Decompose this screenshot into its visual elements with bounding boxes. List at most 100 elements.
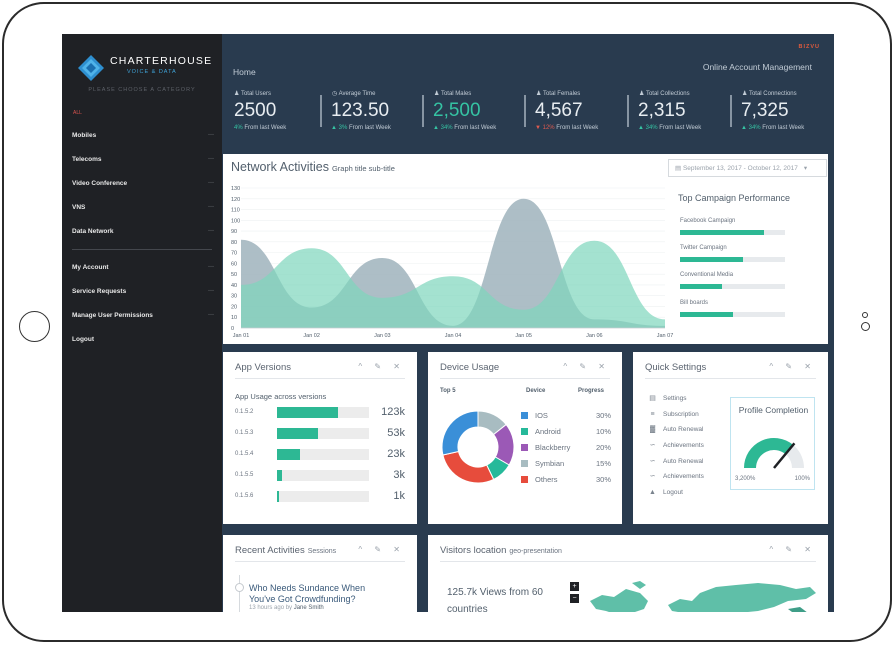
panel-divider — [440, 378, 610, 379]
network-area-chart: 0 10 20 30 40 50 60 70 80 90 100 110 120 130 Jan 01 Jan… — [231, 186, 674, 339]
campaign-bar — [680, 257, 743, 262]
stat-value: 2,315 — [638, 100, 686, 121]
legend-swatch — [521, 412, 528, 419]
profile-completion-card: Profile Completion 3,200% 100% — [730, 397, 815, 490]
campaign-bar — [680, 230, 764, 235]
stat-value: 2500 — [234, 100, 277, 121]
version-bar — [277, 470, 282, 481]
line-chart-icon: ∽ — [649, 457, 656, 465]
stat-change: ▲ 34% From last Week — [741, 125, 805, 131]
device-row: Others 30% — [521, 475, 611, 485]
panel-divider — [235, 378, 405, 379]
quick-setting-subscription[interactable]: ≡ Subscription — [650, 410, 699, 418]
sidebar-item-telecoms[interactable]: Telecoms — — [72, 152, 214, 166]
brand-logo[interactable]: CHARTERHOUSE VOICE & DATA — [78, 52, 218, 82]
chevron-icon: — — [208, 312, 214, 318]
stat-label: ♟ Total Connections — [742, 91, 797, 97]
stat-total-males: ♟ Total Males 2,500 ▲ 34% From last Week — [422, 90, 518, 135]
sidebar-item-vns[interactable]: VNS — — [72, 200, 214, 214]
campaign-track — [680, 230, 785, 235]
map-region-islands — [788, 607, 807, 612]
stat-value: 2,500 — [433, 100, 481, 121]
panel-tools[interactable]: ^ ✎ ✕ — [358, 362, 405, 371]
quick-setting-achievements-2[interactable]: ∽ Achievements — [649, 472, 704, 480]
panel-tools[interactable]: ^ ✎ ✕ — [769, 545, 816, 554]
gauge-needle — [773, 442, 796, 469]
panel-tools[interactable]: ^ ✎ ✕ — [769, 362, 816, 371]
zoom-out-button[interactable]: − — [570, 594, 579, 603]
all-filter[interactable]: ALL — [73, 110, 82, 116]
brand-tagline: VOICE & DATA — [127, 69, 177, 75]
x-tick-label: Jan 03 — [374, 333, 391, 339]
activity-title[interactable]: Who Needs Sundance When You've Got Crowd… — [249, 583, 366, 604]
stat-change: ▼ 12% From last Week — [535, 125, 599, 131]
zoom-in-button[interactable]: + — [570, 582, 579, 591]
version-bar — [277, 491, 279, 502]
x-tick-label: Jan 07 — [657, 333, 674, 339]
sidebar-item-label: Data Network — [72, 227, 114, 235]
y-tick-label: 10 — [231, 315, 237, 321]
panel-title: Device Usage — [440, 362, 500, 373]
device-usage-panel: Device Usage ^ ✎ ✕ Top 5 Device Progress… — [428, 352, 622, 524]
stat-value: 123.50 — [331, 100, 390, 121]
quick-setting-settings[interactable]: ▤ Settings — [649, 394, 687, 402]
y-tick-label: 100 — [231, 218, 240, 224]
version-row: 0.1.5.6 1k — [235, 490, 405, 502]
donut-slice-others — [442, 450, 495, 484]
x-tick-label: Jan 01 — [233, 333, 250, 339]
sidebar-item-data-network[interactable]: Data Network — — [72, 224, 214, 238]
campaign-item: Conventional Media — [680, 272, 790, 289]
visitors-summary: 125.7k Views from 60 countries — [447, 587, 543, 612]
version-track — [277, 407, 369, 418]
list-icon: ≡ — [650, 410, 655, 418]
timeline-line — [239, 575, 240, 612]
panel-tools[interactable]: ^ ✎ ✕ — [358, 545, 405, 554]
sidebar-item-label: My Account — [72, 263, 109, 271]
top-label: Top 5 — [440, 388, 456, 394]
y-tick-label: 80 — [231, 240, 237, 246]
sidebar-item-video-conference[interactable]: Video Conference — — [72, 176, 214, 190]
breadcrumb[interactable]: Home — [233, 67, 256, 77]
sidebar-item-logout[interactable]: Logout — [72, 332, 214, 346]
home-button[interactable] — [19, 311, 50, 342]
stat-change: 4% From last Week — [234, 125, 287, 131]
stat-value: 7,325 — [741, 100, 789, 121]
x-tick-label: Jan 04 — [445, 333, 462, 339]
version-track — [277, 491, 369, 502]
stat-change: ▲ 34% From last Week — [638, 125, 702, 131]
legend-swatch — [521, 428, 528, 435]
sidebar-item-label: Service Requests — [72, 287, 127, 295]
chevron-icon: — — [208, 156, 214, 162]
legend-swatch — [521, 444, 528, 451]
stat-label: ♟ Total Collections — [639, 91, 690, 97]
sidebar-item-manage-permissions[interactable]: Manage User Permissions — — [72, 308, 214, 322]
version-track — [277, 449, 369, 460]
quick-setting-logout[interactable]: ▲ Logout — [649, 488, 683, 496]
network-activities-panel: Network Activities Graph title sub-title … — [223, 154, 828, 344]
stat-label: ♟ Total Males — [434, 91, 472, 97]
quick-setting-auto-renewal-2[interactable]: ∽ Auto Renewal — [649, 457, 704, 465]
panel-title: Visitors location geo-presentation — [440, 545, 562, 556]
stat-change: ▲ 3% From last Week — [331, 125, 391, 131]
sidebar-item-mobiles[interactable]: Mobiles — — [72, 128, 214, 142]
stat-separator — [422, 95, 424, 127]
quick-setting-auto-renewal[interactable]: ▓ Auto Renewal — [649, 425, 704, 433]
calendar-icon: ▤ — [649, 394, 656, 402]
quick-settings-panel: Quick Settings ^ ✎ ✕ ▤ Settings ≡ Subscrip… — [633, 352, 828, 524]
main-content: BIZVU Home Online Account Management ♟ T… — [222, 34, 834, 612]
panel-tools[interactable]: ^ ✎ ✕ — [563, 362, 610, 371]
quick-setting-achievements[interactable]: ∽ Achievements — [649, 441, 704, 449]
y-tick-label: 20 — [231, 304, 237, 310]
world-map — [590, 581, 816, 612]
app-versions-panel: App Versions ^ ✎ ✕ App Usage across vers… — [223, 352, 417, 524]
date-range-picker[interactable]: ▤ September 13, 2017 - October 12, 2017 ▾ — [668, 159, 827, 177]
y-tick-label: 120 — [231, 197, 240, 203]
stat-total-users: ♟ Total Users 2500 4% From last Week — [228, 90, 324, 135]
sidebar-item-service-requests[interactable]: Service Requests — — [72, 284, 214, 298]
stat-average-time: ◷ Average Time 123.50 ▲ 3% From last Wee… — [320, 90, 416, 135]
panel-title: Quick Settings — [645, 362, 707, 373]
campaign-bar — [680, 284, 722, 289]
caret-down-icon: ▾ — [803, 165, 808, 172]
sidebar-item-my-account[interactable]: My Account — — [72, 260, 214, 274]
sidebar-item-label: Video Conference — [72, 179, 128, 187]
